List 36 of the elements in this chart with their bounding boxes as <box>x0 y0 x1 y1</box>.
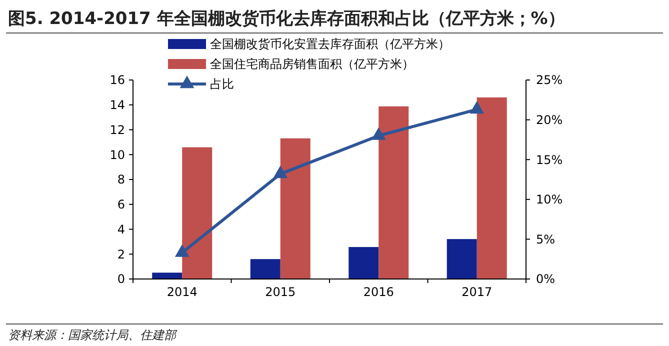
x-tick-label: 2015 <box>265 285 296 299</box>
y-tick-label: 16 <box>110 73 125 88</box>
point <box>371 127 386 140</box>
bar <box>378 106 409 279</box>
y-tick-label: 10 <box>110 148 125 162</box>
bar <box>446 239 477 279</box>
legend-label: 全国住宅商品房销售面积（亿平方米） <box>210 57 414 72</box>
y-tick-label: 6 <box>117 198 125 212</box>
bar <box>348 247 379 279</box>
y-tick-label: 12 <box>110 122 125 137</box>
y-tick-label: 8 <box>117 172 125 187</box>
bar <box>182 147 212 279</box>
y2-tick-label: 20% <box>536 113 563 127</box>
bar <box>152 272 182 279</box>
legend-label: 占比 <box>210 77 234 92</box>
bar <box>250 259 280 279</box>
point <box>273 166 288 178</box>
bar <box>280 138 310 279</box>
y-tick-label: 0 <box>117 272 125 286</box>
y2-tick-label: 25% <box>536 73 563 88</box>
bar <box>476 97 507 279</box>
y2-tick-label: 0% <box>536 272 556 286</box>
y-tick-label: 4 <box>117 222 125 236</box>
y2-tick-label: 10% <box>536 192 563 207</box>
y2-tick-label: 5% <box>536 232 556 246</box>
text: 资料来源：国家统计局、住建部 <box>8 328 178 342</box>
y-tick-label: 2 <box>117 247 125 262</box>
legend-label: 全国棚改货币化安置去库存面积（亿平方米） <box>210 37 450 52</box>
x-tick-label: 2017 <box>462 285 492 299</box>
y2-tick-label: 15% <box>536 152 563 167</box>
x-tick-label: 2016 <box>363 285 394 299</box>
point <box>470 101 484 114</box>
x-tick-label: 2014 <box>166 285 198 299</box>
y-tick-label: 14 <box>110 98 125 112</box>
chart-title: 图5. 2014-2017 年全国棚改货币化去库存面积和占比（亿平方米；%） <box>8 9 565 29</box>
point <box>174 244 190 257</box>
